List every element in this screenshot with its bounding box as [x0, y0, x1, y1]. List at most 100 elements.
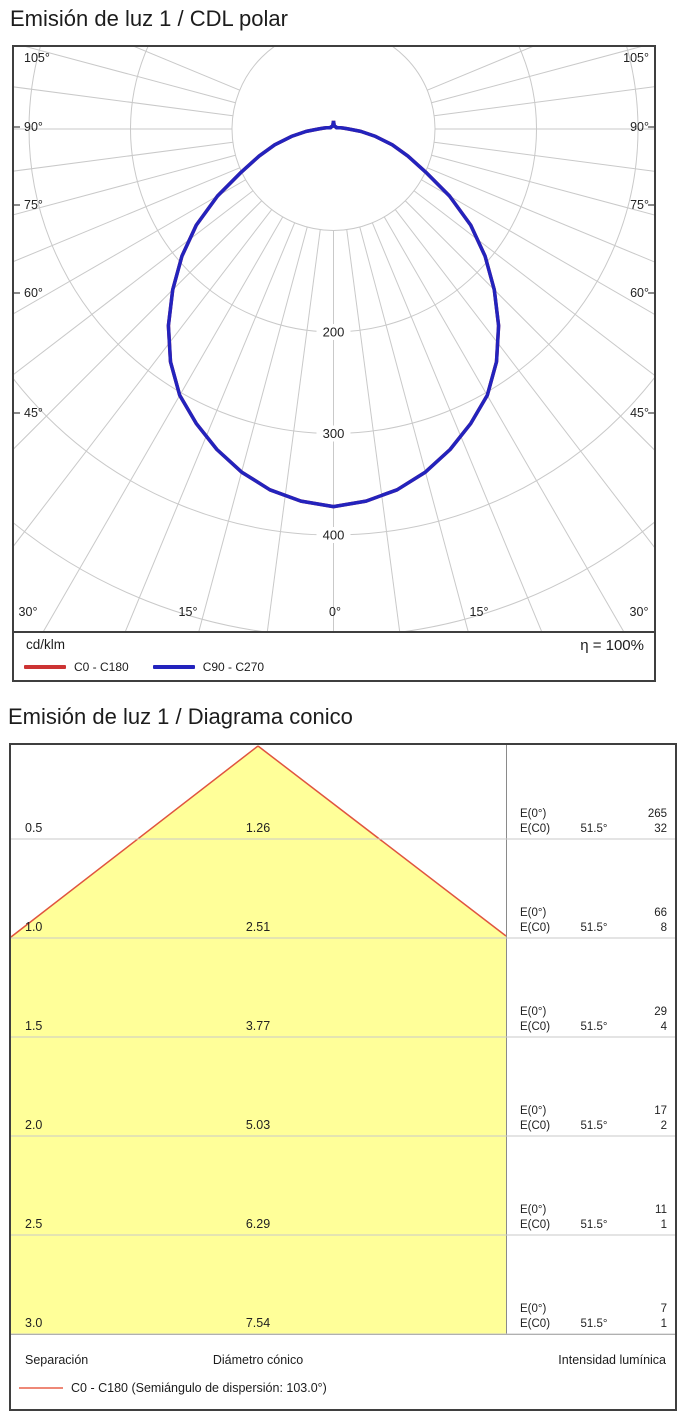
grid-spoke — [14, 154, 236, 216]
grid-spoke — [427, 47, 533, 91]
diameter-value: 7.54 — [246, 1316, 270, 1330]
grid-spoke — [198, 226, 308, 631]
ec0-value: 1 — [661, 1318, 667, 1330]
ec0-angle-value: 51.5° — [581, 1318, 608, 1330]
grid-spoke — [434, 141, 654, 172]
grid-spoke — [25, 47, 236, 104]
ec0-label: E(C0) — [520, 1120, 550, 1132]
efficiency-label: η = 100% — [580, 637, 644, 654]
e0-label: E(0°) — [520, 1204, 546, 1216]
polar-legend-strip: cd/klm η = 100% C0 - C180 C90 - C270 — [14, 631, 654, 680]
grid-spoke — [421, 179, 654, 315]
grid-spoke — [427, 167, 654, 263]
e0-label: E(0°) — [520, 1303, 546, 1315]
diameter-value: 5.03 — [246, 1118, 270, 1132]
c0-c180-line-swatch — [24, 665, 66, 669]
cone-chart-frame: 0.5 1.26 E(0°) 265 E(C0) 51.5° 32 1.0 2.51 E(0°) 6… — [9, 743, 677, 1411]
e0-value: 66 — [654, 907, 667, 919]
ec0-label: E(C0) — [520, 922, 550, 934]
grid-spoke — [383, 216, 624, 631]
radial-tick-label: 200 — [323, 325, 345, 340]
grid-spoke — [14, 190, 254, 375]
angle-label-bottom: 15° — [470, 605, 489, 619]
ec0-label: E(C0) — [520, 1318, 550, 1330]
grid-spoke — [413, 190, 654, 376]
ec0-value: 2 — [661, 1120, 667, 1132]
angle-label-bottom: 30° — [630, 605, 649, 619]
separation-value: 1.5 — [25, 1019, 42, 1033]
ec0-angle-value: 51.5° — [581, 1120, 608, 1132]
e0-value: 29 — [654, 1006, 667, 1018]
diameter-value: 1.26 — [246, 821, 270, 835]
angle-label-left: 90° — [24, 120, 43, 134]
column-header-intensity: Intensidad lumínica — [558, 1353, 666, 1367]
e0-value: 17 — [654, 1105, 667, 1117]
grid-spoke — [14, 167, 240, 262]
e0-label: E(0°) — [520, 808, 546, 820]
grid-spoke — [14, 86, 233, 117]
ec0-angle-value: 51.5° — [581, 823, 608, 835]
diameter-value: 3.77 — [246, 1019, 270, 1033]
angle-label-left: 75° — [24, 198, 43, 212]
separation-value: 0.5 — [25, 821, 42, 835]
polar-legend-items: C0 - C180 C90 - C270 — [24, 660, 288, 674]
polar-chart-frame: 200 300 400 105° 90° 75° 60° 45° 105° 90° 75° 60° 45… — [12, 45, 656, 682]
cone-edge-right — [257, 745, 507, 937]
grid-spoke — [125, 222, 296, 631]
c0-c180-label: C0 - C180 — [74, 660, 129, 674]
radial-label-bg — [316, 425, 351, 442]
grid-spoke — [346, 229, 401, 631]
angle-label-left: 60° — [24, 286, 43, 300]
grid-spoke — [43, 216, 284, 631]
cone-edge-left — [11, 745, 259, 938]
angle-label-left: 105° — [24, 51, 50, 65]
unit-label: cd/klm — [26, 637, 66, 652]
radial-tick-label: 300 — [323, 426, 345, 441]
grid-spoke — [394, 209, 654, 548]
radial-label-bg — [316, 324, 351, 340]
grid-spoke — [14, 141, 233, 172]
angle-label-bottom: 30° — [19, 605, 38, 619]
grid-spoke — [359, 226, 469, 631]
cone-legend-label: C0 - C180 (Semiángulo de dispersión: 103… — [71, 1381, 327, 1395]
ec0-value: 8 — [661, 922, 667, 934]
e0-label: E(0°) — [520, 907, 546, 919]
grid-spoke — [266, 229, 321, 631]
ec0-value: 32 — [654, 823, 667, 835]
diameter-value: 2.51 — [246, 920, 270, 934]
ec0-angle-value: 51.5° — [581, 922, 608, 934]
polar-chart-title: Emisión de luz 1 / CDL polar — [10, 6, 288, 31]
diameter-value: 6.29 — [246, 1217, 270, 1231]
e0-value: 7 — [661, 1303, 667, 1315]
angle-label-right: 105° — [623, 51, 649, 65]
grid-spoke — [134, 47, 240, 91]
ec0-value: 1 — [661, 1219, 667, 1231]
radial-tick-label: 400 — [323, 528, 345, 543]
angle-label-right: 75° — [630, 198, 649, 212]
grid-spoke — [404, 200, 654, 451]
e0-label: E(0°) — [520, 1006, 546, 1018]
angle-label-bottom: 0° — [329, 605, 341, 619]
grid-spoke — [434, 86, 654, 117]
grid-spoke — [431, 154, 654, 216]
cone-footer: Separación Diámetro cónico Intensidad lu… — [11, 1334, 675, 1409]
ec0-label: E(C0) — [520, 823, 550, 835]
separation-value: 1.0 — [25, 920, 42, 934]
separation-value: 2.5 — [25, 1217, 42, 1231]
cone-fill — [11, 746, 506, 1334]
ec0-angle-value: 51.5° — [581, 1021, 608, 1033]
grid-spoke — [14, 179, 246, 315]
radial-label-bg — [316, 527, 351, 543]
angle-label-right: 45° — [630, 406, 649, 420]
grid-spoke — [371, 222, 542, 631]
e0-value: 265 — [648, 808, 667, 820]
ec0-label: E(C0) — [520, 1219, 550, 1231]
e0-value: 11 — [655, 1204, 667, 1216]
c90-c270-line-swatch — [152, 665, 195, 669]
cone-legend: C0 - C180 (Semiángulo de dispersión: 103… — [19, 1381, 327, 1395]
angle-label-right: 60° — [630, 286, 649, 300]
grid-spoke — [431, 47, 642, 104]
ec0-value: 4 — [661, 1021, 668, 1033]
